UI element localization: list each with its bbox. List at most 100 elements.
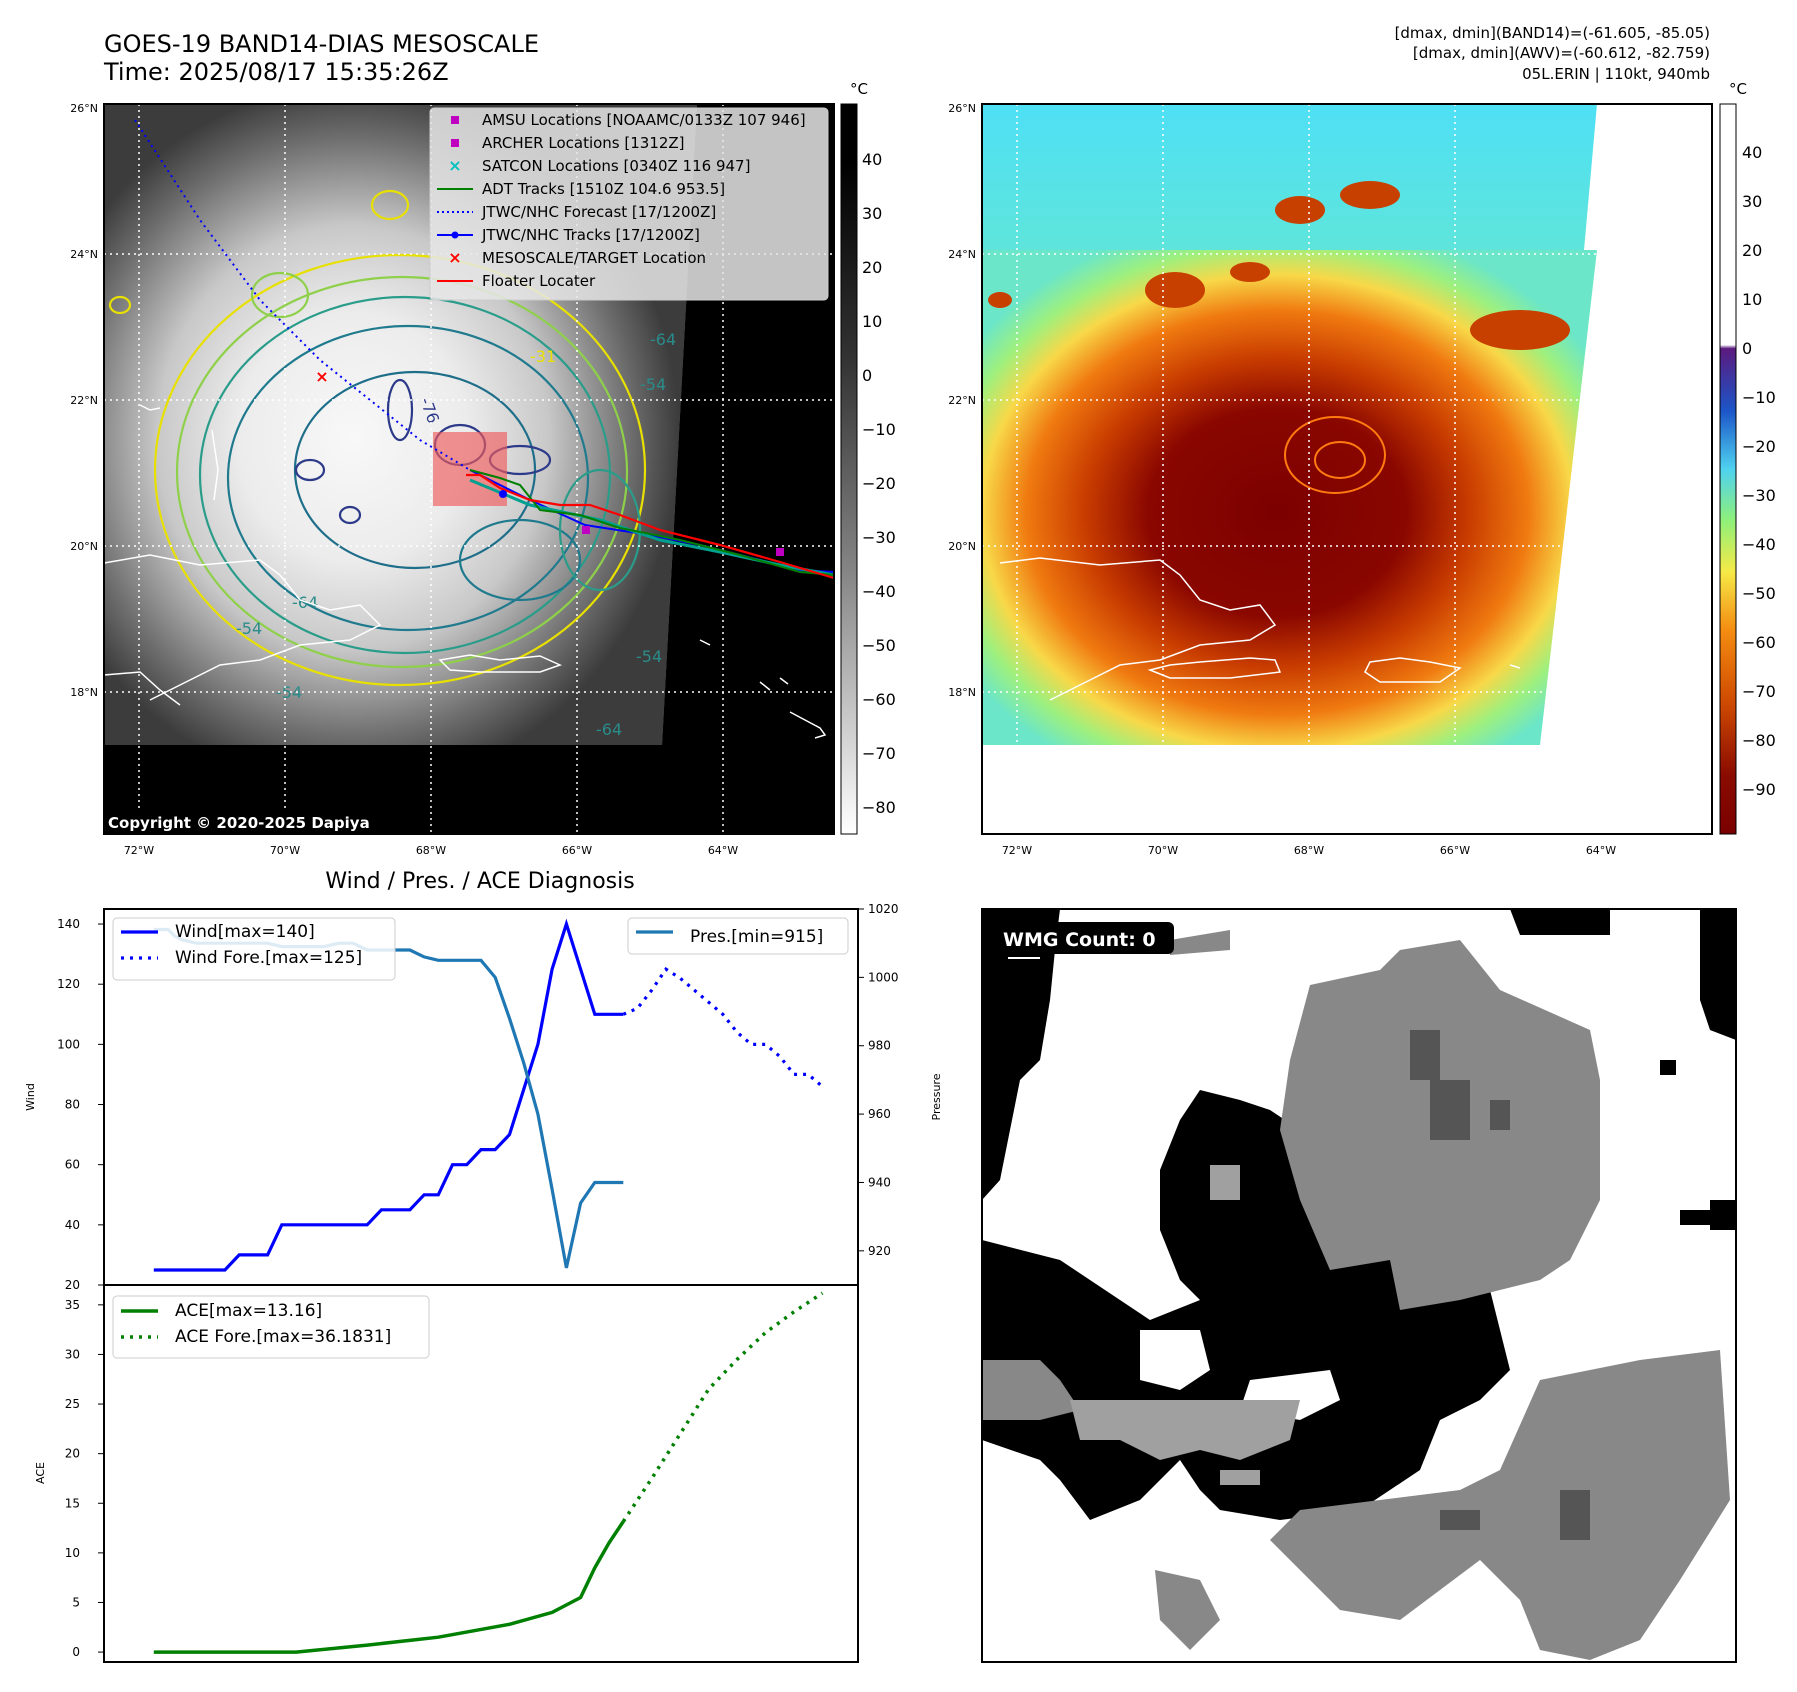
pressure-tick-label: 960 xyxy=(868,1107,891,1121)
colorbar-tick: 30 xyxy=(1742,192,1762,211)
awv-coastlines xyxy=(999,557,1521,701)
colorbar-tick: 10 xyxy=(1742,290,1762,309)
colorbar-tick: −40 xyxy=(1742,535,1776,554)
colorbar-tick: 40 xyxy=(1742,143,1762,162)
ir-map-panel: -31 -54 -64 -76 -64 -54 -54 -54 -64 xyxy=(70,80,896,857)
colorbar-tick: −30 xyxy=(1742,486,1776,505)
wind-tick-label: 20 xyxy=(65,1278,80,1292)
ir-lon-labels: 72°W 70°W 68°W 66°W 64°W xyxy=(124,844,738,857)
wind-tick-label: 100 xyxy=(57,1037,80,1051)
colorbar-tick: −70 xyxy=(862,744,896,763)
pressure-tick-label: 920 xyxy=(868,1244,891,1258)
legend-entry: Wind[max=140] xyxy=(175,922,315,942)
ace-tick-label: 0 xyxy=(72,1645,80,1659)
mesoscale-box xyxy=(433,432,507,506)
awv-colorbar xyxy=(1719,103,1737,835)
awv-lon-labels: 72°W 70°W 68°W 66°W 64°W xyxy=(1002,844,1616,857)
diagnosis-title: Wind / Pres. / ACE Diagnosis xyxy=(325,869,634,894)
wind-axis-label: Wind xyxy=(24,1083,37,1111)
ir-lat-labels: 26°N 24°N 22°N 20°N 18°N xyxy=(70,102,98,699)
ace-tick-label: 5 xyxy=(72,1595,80,1609)
colorbar-tick: −30 xyxy=(862,528,896,547)
storm-info: 05L.ERIN | 110kt, 940mb xyxy=(1522,65,1710,83)
ir-colorbar-unit: °C xyxy=(850,80,868,98)
legend-marker xyxy=(451,139,459,147)
lon-label: 72°W xyxy=(1002,844,1032,857)
ace-tick-label: 30 xyxy=(65,1347,80,1361)
colorbar-tick: −60 xyxy=(862,690,896,709)
lat-label: 26°N xyxy=(948,102,976,115)
colorbar-tick: 20 xyxy=(862,258,882,277)
diagnosis-panel: Wind / Pres. / ACE Diagnosis Wind Pressu… xyxy=(24,869,943,1663)
floater-track xyxy=(466,473,835,580)
legend-entry: Wind Fore.[max=125] xyxy=(175,948,362,968)
lon-label: 64°W xyxy=(708,844,738,857)
colorbar-tick: −10 xyxy=(1742,388,1776,407)
legend-entry: JTWC/NHC Forecast [17/1200Z] xyxy=(481,203,716,221)
plot-layer: 2040608010012014092094096098010001020Win… xyxy=(57,902,898,1659)
colorbar-tick: 0 xyxy=(1742,339,1752,358)
lat-label: 18°N xyxy=(948,686,976,699)
wmg-count-box xyxy=(996,922,1174,954)
ir-colorbar xyxy=(840,103,858,835)
wmg-count-text: WMG Count: 0 xyxy=(1003,929,1156,951)
legend-entry: Floater Locater xyxy=(482,272,596,290)
stats-band14: [dmax, dmin](BAND14)=(-61.605, -85.05) xyxy=(1395,24,1710,42)
copyright-box xyxy=(104,810,414,834)
ace-tick-label: 25 xyxy=(65,1397,80,1411)
lon-label: 66°W xyxy=(562,844,592,857)
legend-marker xyxy=(451,231,459,239)
legend-entry: ACE[max=13.16] xyxy=(175,1301,322,1321)
pressure-tick-label: 940 xyxy=(868,1175,891,1189)
ace-axis-label: ACE xyxy=(34,1462,47,1484)
colorbar-tick: −60 xyxy=(1742,633,1776,652)
map-legend: AMSU Locations [NOAAMC/0133Z 107 946] ARC… xyxy=(429,107,829,301)
awv-storm xyxy=(982,250,1597,745)
colorbar-tick: −50 xyxy=(1742,584,1776,603)
ir-colorbar-ticks: 40 30 20 10 0 −10 −20 −30 −40 −50 −60 −7… xyxy=(862,150,896,817)
wind-tick-label: 40 xyxy=(65,1218,80,1232)
colorbar-tick: 0 xyxy=(862,366,872,385)
adt-track xyxy=(469,469,835,576)
colorbar-tick: −20 xyxy=(1742,437,1776,456)
copyright-text: Copyright © 2020-2025 Dapiya xyxy=(108,814,370,832)
lat-label: 24°N xyxy=(948,248,976,261)
colorbar-tick: −80 xyxy=(862,798,896,817)
contour-label: -54 xyxy=(640,375,666,394)
ir-contours xyxy=(108,189,647,687)
legend-entry: Pres.[min=915] xyxy=(690,927,823,947)
lat-label: 24°N xyxy=(70,248,98,261)
series-line-windfore xyxy=(622,967,824,1088)
wmg-light-gray-regions xyxy=(1070,1165,1300,1485)
legend-entry: ARCHER Locations [1312Z] xyxy=(482,134,685,152)
pressure-legend-box xyxy=(627,917,849,955)
pressure-tick-label: 1020 xyxy=(868,902,899,916)
contour-label: -64 xyxy=(596,720,622,739)
pressure-tick-label: 980 xyxy=(868,1039,891,1053)
wmg-dark-gray-regions xyxy=(1410,1030,1590,1540)
contour-label: -64 xyxy=(650,330,676,349)
awv-cloud-cells xyxy=(988,181,1570,350)
wind-tick-label: 80 xyxy=(65,1098,80,1112)
pressure-tick-label: 1000 xyxy=(868,970,899,984)
wind-tick-label: 120 xyxy=(57,977,80,991)
colorbar-tick: 20 xyxy=(1742,241,1762,260)
amsu-marker xyxy=(582,526,590,534)
archer-marker xyxy=(776,548,784,556)
lat-label: 18°N xyxy=(70,686,98,699)
legend-entry: ADT Tracks [1510Z 104.6 953.5] xyxy=(482,180,725,198)
wmg-panel: WMG Count: 0 xyxy=(981,908,1737,1663)
awv-map-frame xyxy=(981,103,1713,835)
awv-lat-labels: 26°N 24°N 22°N 20°N 18°N xyxy=(948,102,976,699)
colorbar-tick: −20 xyxy=(862,474,896,493)
ir-map-frame xyxy=(103,103,835,835)
awv-colorbar-ticks: 40 30 20 10 0 −10 −20 −30 −40 −50 −60 −7… xyxy=(1742,143,1776,799)
legend-entry: JTWC/NHC Tracks [17/1200Z] xyxy=(481,226,700,244)
pressure-axis-label: Pressure xyxy=(930,1073,943,1120)
legend-marker: × xyxy=(448,248,461,267)
series-line-wind xyxy=(153,918,624,1272)
colorbar-tick: 30 xyxy=(862,204,882,223)
lat-label: 20°N xyxy=(70,540,98,553)
legend-entry: ACE Fore.[max=36.1831] xyxy=(175,1327,391,1347)
wmg-white-holes xyxy=(1060,990,1340,1420)
